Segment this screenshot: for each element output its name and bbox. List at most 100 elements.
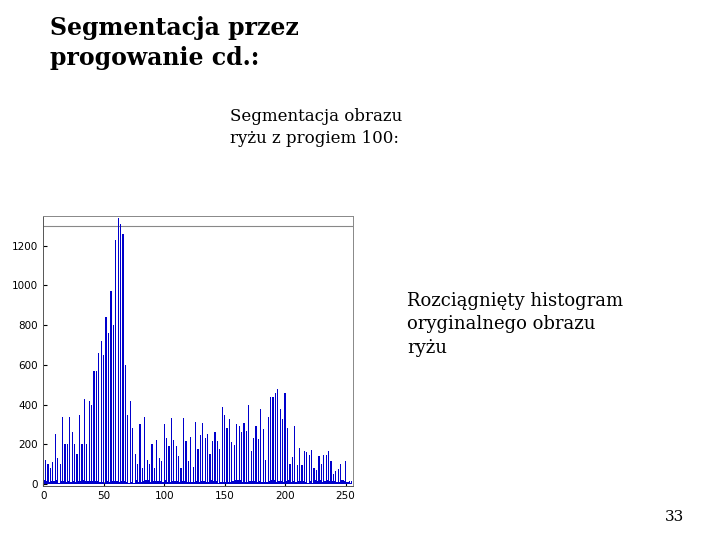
Bar <box>350 483 351 484</box>
Bar <box>188 461 189 484</box>
Bar <box>64 444 66 484</box>
Ellipse shape <box>632 0 660 46</box>
Bar <box>346 482 347 484</box>
Ellipse shape <box>577 152 608 203</box>
Ellipse shape <box>656 15 685 55</box>
Bar <box>302 481 304 484</box>
Bar <box>276 482 277 484</box>
Ellipse shape <box>595 0 622 44</box>
Bar <box>259 481 261 484</box>
Bar <box>49 482 50 484</box>
Ellipse shape <box>586 179 615 234</box>
Bar <box>186 482 188 484</box>
Bar <box>98 353 99 484</box>
Bar <box>212 441 213 484</box>
Bar <box>110 292 112 484</box>
Ellipse shape <box>456 0 480 37</box>
Ellipse shape <box>481 56 509 103</box>
Bar <box>265 460 266 484</box>
Ellipse shape <box>510 127 556 168</box>
Ellipse shape <box>402 97 448 130</box>
Bar <box>281 481 282 484</box>
Bar <box>268 417 269 484</box>
Bar <box>254 481 256 484</box>
Bar <box>348 481 350 484</box>
Bar <box>225 482 226 484</box>
Bar <box>81 444 83 484</box>
Ellipse shape <box>451 122 485 174</box>
Bar <box>69 416 71 484</box>
Bar <box>108 333 109 484</box>
Bar <box>206 482 207 484</box>
Bar <box>253 437 254 484</box>
Bar <box>217 441 218 484</box>
Bar <box>351 481 352 484</box>
Bar <box>297 464 298 484</box>
Bar <box>44 481 45 484</box>
Bar <box>80 481 81 484</box>
Bar <box>313 468 315 484</box>
Bar <box>294 426 295 484</box>
Bar <box>332 481 333 484</box>
Bar <box>55 434 56 484</box>
Bar <box>208 482 210 484</box>
Ellipse shape <box>512 185 554 229</box>
Bar <box>131 482 132 484</box>
Bar <box>179 482 181 484</box>
Bar <box>222 482 224 484</box>
Ellipse shape <box>473 86 501 136</box>
Bar <box>219 449 220 484</box>
Bar <box>329 481 330 484</box>
Ellipse shape <box>657 216 684 256</box>
Bar <box>241 432 242 484</box>
Ellipse shape <box>604 27 634 72</box>
Ellipse shape <box>646 160 679 200</box>
Bar <box>127 415 128 484</box>
Bar <box>167 482 168 484</box>
Bar <box>140 482 142 484</box>
Bar <box>176 446 177 484</box>
Bar <box>228 482 229 484</box>
Text: Segmentacja obrazu
ryżu z progiem 100:: Segmentacja obrazu ryżu z progiem 100: <box>230 108 402 147</box>
Ellipse shape <box>642 36 662 83</box>
Bar <box>347 482 348 484</box>
Bar <box>101 341 102 484</box>
Bar <box>240 481 241 484</box>
Bar <box>343 481 345 484</box>
Bar <box>57 458 58 484</box>
Bar <box>229 419 230 484</box>
Bar <box>48 464 49 484</box>
Bar <box>339 482 340 484</box>
Bar <box>42 444 44 484</box>
Bar <box>333 474 334 484</box>
Bar <box>150 482 151 484</box>
Bar <box>109 482 110 484</box>
Bar <box>147 460 148 484</box>
Bar <box>92 481 94 484</box>
Bar <box>299 448 300 484</box>
Ellipse shape <box>413 127 459 164</box>
Ellipse shape <box>585 121 616 175</box>
Bar <box>325 455 327 484</box>
Bar <box>103 355 104 484</box>
Bar <box>300 481 302 484</box>
Bar <box>115 240 117 484</box>
Bar <box>62 416 63 484</box>
Bar <box>89 401 90 484</box>
Bar <box>132 428 133 484</box>
Bar <box>330 461 332 484</box>
Ellipse shape <box>589 210 617 262</box>
Bar <box>117 218 119 484</box>
Bar <box>130 401 131 484</box>
Ellipse shape <box>610 85 634 137</box>
Bar <box>283 482 284 484</box>
Ellipse shape <box>640 101 674 140</box>
Bar <box>85 481 86 484</box>
Bar <box>210 454 211 484</box>
Bar <box>160 481 161 484</box>
Bar <box>338 469 339 484</box>
Bar <box>162 482 163 484</box>
Ellipse shape <box>482 4 518 42</box>
Bar <box>282 420 283 484</box>
Bar <box>172 481 174 484</box>
